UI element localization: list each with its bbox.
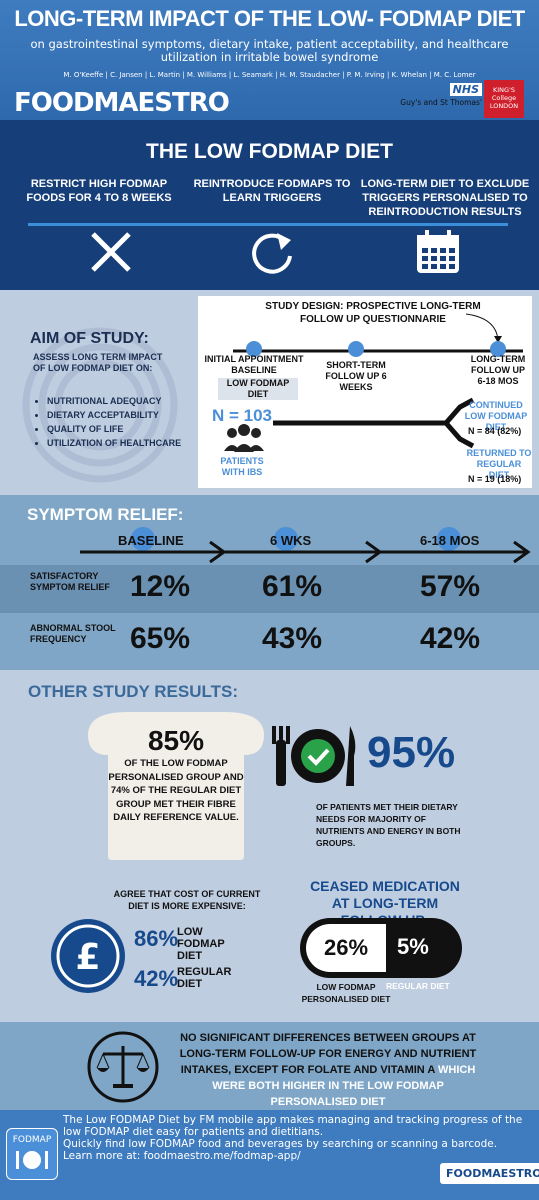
timepoint-label: 6 WKS [270,533,312,548]
footer-text: The Low FODMAP Diet by FM mobile app mak… [63,1114,533,1162]
cost-low-percent: 86% [134,926,179,951]
page-title: LONG-TERM IMPACT OF THE LOW- FODMAP DIET [14,6,525,31]
continued-label: CONTINUED LOW FODMAP DIET [464,400,528,432]
footer-line: Quickly find low FODMAP food and beverag… [63,1138,498,1150]
fodmap-app-icon[interactable]: FODMAP [6,1128,58,1180]
list-item: NUTRITIONAL ADEQUACY [47,394,181,408]
step-long-term: LONG-TERM DIET TO EXCLUDE TRIGGERS PERSO… [360,178,530,218]
fibre-percent: 85% [147,725,205,756]
footer-link[interactable]: Learn more at: foodmaestro.me/fodmap-app… [63,1150,301,1162]
value-baseline: 12% [130,570,191,603]
aim-list: NUTRITIONAL ADEQUACY DIETARY ACCEPTABILI… [35,394,181,450]
page-subtitle: on gastrointestinal symptoms, dietary in… [30,37,509,64]
patients-label: PATIENTS WITH IBS [220,456,264,477]
people-icon [224,424,264,452]
foodmaestro-logo: FOODMAESTRO [14,88,230,118]
authors: M. O'Keeffe | C. Jansen | L. Martin | M.… [63,71,476,79]
footer: FODMAP The Low FODMAP Diet by FM mobile … [0,1110,539,1200]
value-6wks: 43% [262,622,323,655]
diet-title: THE LOW FODMAP DIET [146,140,393,163]
continued-n: N = 84 (82%) [468,426,522,436]
bread-icon [88,712,264,860]
target-rings-icon [22,327,178,483]
nhs-logo: NHS Guy's and St Thomas' [394,83,482,107]
ceased-reg-percent: 5% [386,918,462,978]
ceased-reg-label: REGULAR DIET [386,981,450,991]
timepoint-label: 6-18 MOS [420,533,480,548]
returned-n: N = 19 (18%) [468,474,522,484]
timepoint-6-18-months: LONG-TERM FOLLOW UP 6-18 MOS [470,354,526,386]
plate-cutlery-icon [16,1151,48,1169]
sample-size: N = 103 [212,406,273,425]
low-fodmap-tag: LOW FODMAP DIET [218,378,298,400]
study-timeline [224,313,523,452]
app-icon-label: FODMAP [12,1135,52,1145]
svg-text:£: £ [75,937,100,978]
plate-icon [272,726,356,786]
symptom-relief-section: SYMPTOM RELIEF: BASELINE 6 WKS 6-18 MOS … [0,495,539,670]
other-results-section: OTHER STUDY RESULTS: 85% OF THE LOW FODM… [0,670,539,1022]
timepoint-baseline: INITIAL APPOINTMENT BASELINE [204,354,304,375]
value-baseline: 65% [130,622,191,655]
needs-text: OF PATIENTS MET THEIR DIETARY NEEDS FOR … [316,802,461,848]
other-results-title: OTHER STUDY RESULTS: [28,682,238,701]
scale-icon [87,1031,159,1103]
cost-reg-label: REGULAR DIET [177,966,232,990]
kings-college-logo: KING'S College LONDON [484,80,524,118]
value-6wks: 61% [262,570,323,603]
footer-foodmaestro-logo: FOODMAESTRO [440,1163,539,1184]
aim-text: ASSESS LONG TERM IMPACT OF LOW FODMAP DI… [33,352,163,373]
conclusion-main: NO SIGNIFICANT DIFFERENCES BETWEEN GROUP… [179,1032,477,1076]
row-label: SATISFACTORY SYMPTOM RELIEF [30,571,110,592]
header: LONG-TERM IMPACT OF THE LOW- FODMAP DIET… [0,0,539,120]
cost-reg-percent: 42% [134,966,179,991]
returned-label: RETURNED TO REGULAR DIET [466,448,532,480]
value-6-18mos: 42% [420,622,481,655]
symptom-title: SYMPTOM RELIEF: [27,505,184,524]
nhs-badge: NHS [449,83,482,96]
study-design-title: STUDY DESIGN: PROSPECTIVE LONG-TERM FOLL… [265,301,481,325]
diet-section: THE LOW FODMAP DIET RESTRICT HIGH FODMAP… [0,120,539,290]
calendar-icon [417,230,459,273]
footer-line: The Low FODMAP Diet by FM mobile app mak… [63,1114,523,1138]
conclusion-highlight: WHICH WERE BOTH HIGHER IN THE LOW FODMAP… [212,1064,476,1108]
ceased-low-percent: 26% [300,918,386,978]
gst-name: Guy's and St Thomas' [400,98,482,107]
step-restrict: RESTRICT HIGH FODMAP FOODS FOR 4 TO 8 WE… [26,178,172,204]
pound-icon: £ [51,919,125,993]
fibre-text: OF THE LOW FODMAP PERSONALISED GROUP AND… [108,758,244,823]
timepoint-label: BASELINE [118,533,184,548]
conclusion-text: NO SIGNIFICANT DIFFERENCES BETWEEN GROUP… [178,1030,478,1110]
cost-low-label: LOW FODMAP DIET [177,926,225,962]
ceased-low-label: LOW FODMAP PERSONALISED DIET [301,982,391,1004]
symptom-timeline [80,527,531,564]
conclusion-section: NO SIGNIFICANT DIFFERENCES BETWEEN GROUP… [0,1022,539,1110]
symptom-row: ABNORMAL STOOL FREQUENCY 65% 43% 42% [0,617,539,665]
study-design-panel: STUDY DESIGN: PROSPECTIVE LONG-TERM FOLL… [198,296,532,488]
x-icon [91,232,131,272]
fibre-stat: 85% OF THE LOW FODMAP PERSONALISED GROUP… [106,725,246,825]
list-item: DIETARY ACCEPTABILITY [47,408,181,422]
cost-title: AGREE THAT COST OF CURRENT DIET IS MORE … [113,889,261,911]
row-label: ABNORMAL STOOL FREQUENCY [30,623,116,644]
symptom-row: SATISFACTORY SYMPTOM RELIEF 12% 61% 57% [0,565,539,613]
timepoint-6-weeks: SHORT-TERM FOLLOW UP 6 WEEKS [325,360,387,392]
step-reintroduce: REINTRODUCE FODMAPS TO LEARN TRIGGERS [193,178,351,204]
needs-percent: 95% [367,728,456,777]
aim-section: AIM OF STUDY: ASSESS LONG TERM IMPACT OF… [0,290,539,495]
divider [28,223,508,226]
list-item: UTILIZATION OF HEALTHCARE [47,436,181,450]
aim-title: AIM OF STUDY: [30,330,149,347]
refresh-icon [252,233,292,274]
value-6-18mos: 57% [420,570,481,603]
list-item: QUALITY OF LIFE [47,422,181,436]
